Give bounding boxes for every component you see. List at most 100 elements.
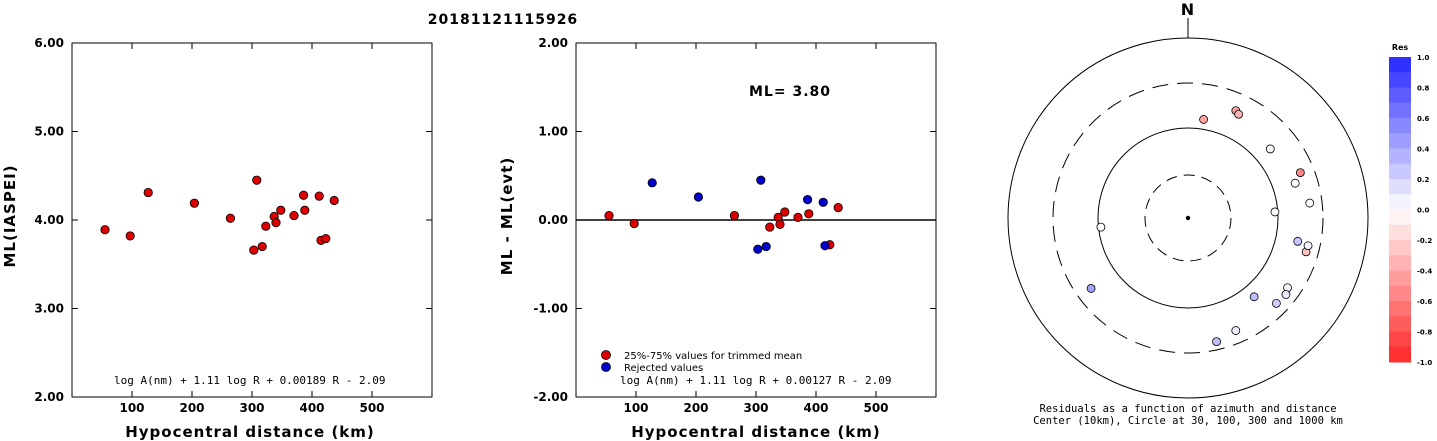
epicenter-marker <box>1185 215 1191 221</box>
x-tick-label: 300 <box>239 401 264 415</box>
colorbar-tick-label: -0.8 <box>1417 329 1432 337</box>
y-tick-label: 5.00 <box>34 125 64 139</box>
colorbar-title: Res <box>1392 43 1409 52</box>
data-point <box>125 231 135 241</box>
station-marker <box>1096 222 1106 232</box>
station-marker <box>1305 198 1315 208</box>
plot2-y-axis-label: ML - ML(evt) <box>498 157 516 275</box>
colorbar-tick-label: 0.2 <box>1417 176 1430 184</box>
data-point <box>100 225 110 235</box>
station-marker <box>1271 298 1281 308</box>
colorbar-cell <box>1389 87 1411 104</box>
ml-value-label: ML= 3.80 <box>749 84 831 100</box>
data-point <box>329 195 339 206</box>
colorbar-cell <box>1389 316 1411 332</box>
data-point <box>271 218 281 228</box>
residual-point <box>761 241 771 252</box>
station-marker <box>1212 337 1221 347</box>
y-tick-label: 6.00 <box>34 36 64 50</box>
data-point <box>298 190 309 200</box>
colorbar-tick-label: 0.6 <box>1417 115 1430 123</box>
station-marker <box>1270 207 1280 217</box>
colorbar-tick-label: 0.0 <box>1417 207 1430 215</box>
data-point <box>225 213 235 223</box>
colorbar-cell <box>1389 148 1411 165</box>
x-tick-label: 200 <box>179 401 204 415</box>
colorbar-cell <box>1389 346 1411 363</box>
y-tick-label: 2.00 <box>538 36 568 50</box>
data-point <box>143 187 153 198</box>
y-tick-label: 1.00 <box>538 125 568 139</box>
colorbar-cell <box>1389 163 1411 180</box>
colorbar-cell <box>1389 179 1411 195</box>
plot2-formula: log A(nm) + 1.11 log R + 0.00127 R - 2.0… <box>620 374 892 387</box>
residual-point <box>818 197 828 207</box>
colorbar-cell <box>1389 209 1411 226</box>
residual-point <box>804 209 814 219</box>
plot1-x-axis-label: Hypocentral distance (km) <box>125 423 375 441</box>
residual-point <box>756 175 766 185</box>
data-point <box>276 205 286 215</box>
residual-point <box>604 210 614 221</box>
x-tick-label: 500 <box>359 401 384 415</box>
plot1-frame <box>71 42 433 398</box>
north-label: N <box>1181 0 1195 19</box>
ring-30km <box>1144 174 1232 262</box>
legend-trimmed-mean-marker <box>601 350 611 360</box>
colorbar-tick-label: 0.4 <box>1417 146 1430 154</box>
residual-point <box>820 241 830 251</box>
y-tick-label: 3.00 <box>34 302 64 316</box>
colorbar-cell <box>1389 255 1411 271</box>
colorbar-cell <box>1389 224 1411 241</box>
station-marker <box>1293 236 1303 246</box>
station-marker <box>1265 144 1275 154</box>
station-marker <box>1281 290 1291 299</box>
residual-point <box>802 195 813 205</box>
station-marker <box>1199 115 1209 124</box>
x-tick-label: 300 <box>743 401 768 415</box>
colorbar-tick-label: 0.8 <box>1417 85 1430 93</box>
azimuth-residual-map: N Residuals as a function of azimuth and… <box>1007 0 1369 427</box>
station-marker <box>1249 292 1259 302</box>
ml-vs-distance-plot: 100 200 300 400 500 2.00 3.00 4.00 5.00 6.00 log… <box>1 36 433 441</box>
y-tick-label: 4.00 <box>34 213 64 227</box>
colorbar-cell <box>1389 240 1411 256</box>
residual-vs-distance-plot: 100 200 300 400 500 -2.00 -1.00 0.00 1.00 2.00 M… <box>498 36 937 441</box>
colorbar-cell <box>1389 102 1411 119</box>
residual-point <box>775 219 785 230</box>
colorbar-tick-label: -0.2 <box>1417 237 1432 245</box>
colorbar-cell <box>1389 285 1411 302</box>
legend-rejected-label: Rejected values <box>624 363 703 374</box>
station-marker <box>1290 178 1300 188</box>
station-marker <box>1295 168 1305 178</box>
data-point <box>252 175 262 185</box>
y-tick-label: 2.00 <box>34 390 64 404</box>
colorbar-cell <box>1389 301 1411 317</box>
data-point <box>314 191 324 201</box>
residual-point <box>729 210 740 221</box>
colorbar-cell <box>1389 118 1411 134</box>
x-tick-label: 400 <box>299 401 324 415</box>
map-caption-line2: Center (10km), Circle at 30, 100, 300 an… <box>1033 415 1343 427</box>
ring-1000km <box>1007 37 1369 399</box>
residual-colorbar: Res 1.0 0.8 0.6 0.4 0.2 0.0 -0.2 -0.4 -0.6 -0.8 -1… <box>1389 43 1432 367</box>
data-point <box>289 210 299 221</box>
colorbar-tick-label: 1.0 <box>1417 54 1430 62</box>
x-tick-label: 400 <box>803 401 828 415</box>
colorbar-cell <box>1389 270 1411 287</box>
colorbar-cell <box>1389 194 1411 210</box>
residual-point <box>647 178 657 188</box>
colorbar-cell <box>1389 57 1411 73</box>
plot2-x-axis-label: Hypocentral distance (km) <box>631 423 881 441</box>
ring-100km <box>1097 127 1279 309</box>
colorbar-tick-label: -1.0 <box>1417 359 1432 367</box>
data-point <box>257 241 267 252</box>
colorbar-cell <box>1389 133 1411 149</box>
residual-point <box>693 192 704 202</box>
data-point <box>321 233 331 244</box>
colorbar-cell <box>1389 72 1411 88</box>
residual-point <box>765 222 775 232</box>
colorbar-tick-label: -0.4 <box>1417 268 1432 276</box>
plot1-y-axis-label: ML(IASPEI) <box>1 164 19 267</box>
